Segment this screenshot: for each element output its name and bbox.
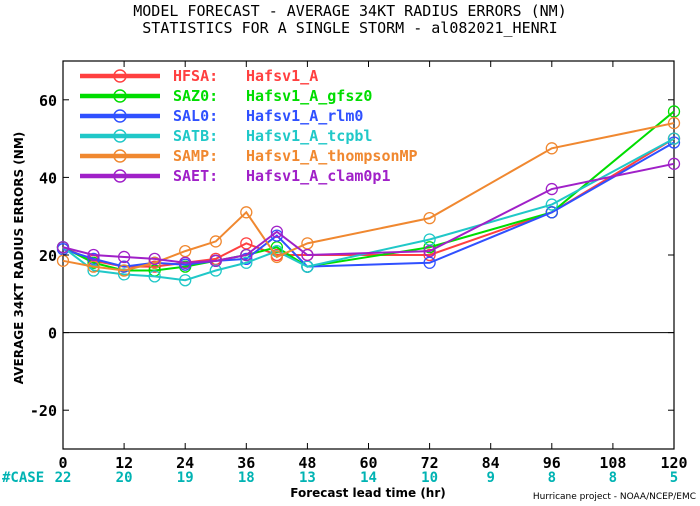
legend-series-desc: Hafsv1_A_thompsonMP <box>246 147 418 165</box>
case-count: 14 <box>360 470 377 486</box>
legend-series-desc: Hafsv1_A_tcpbl <box>246 127 372 145</box>
data-point <box>117 268 131 281</box>
chart-title-line1: MODEL FORECAST - AVERAGE 34KT RADIUS ERR… <box>133 2 567 20</box>
data-point <box>117 250 131 264</box>
data-point <box>117 260 131 273</box>
data-point <box>240 206 253 219</box>
x-tick-label: 0 <box>58 454 67 472</box>
data-point <box>56 241 70 254</box>
legend-marker <box>113 89 127 103</box>
x-tick-label: 96 <box>543 454 561 472</box>
x-axis-label: Forecast lead time (hr) <box>290 486 446 500</box>
legend-series-name: SAET: <box>173 167 218 185</box>
data-point <box>148 252 161 266</box>
data-point <box>87 264 100 277</box>
chart-title-line2: STATISTICS FOR A SINGLE STORM - al082021… <box>142 19 558 37</box>
y-tick-label: 60 <box>39 92 57 110</box>
y-tick-label: 40 <box>39 169 57 187</box>
case-count: 8 <box>548 470 556 486</box>
x-tick-label: 60 <box>359 454 377 472</box>
x-tick-label: 36 <box>237 454 255 472</box>
case-count: 5 <box>670 470 678 486</box>
case-count: 18 <box>238 470 255 486</box>
series-line <box>62 122 675 272</box>
x-tick-label: 48 <box>298 454 316 472</box>
legend-marker <box>113 169 127 183</box>
case-count: 20 <box>116 470 133 486</box>
data-point <box>423 211 436 225</box>
legend-marker <box>113 109 127 123</box>
data-point <box>148 256 161 269</box>
x-tick-label: 72 <box>421 454 439 472</box>
legend-series-name: HFSA: <box>173 67 218 85</box>
case-count: 9 <box>486 470 494 486</box>
legend-marker <box>113 129 127 143</box>
x-tick-label: 12 <box>115 454 133 472</box>
data-point <box>240 248 253 262</box>
data-point <box>545 198 558 211</box>
credit-text: Hurricane project - NOAA/NCEP/EMC <box>532 492 696 502</box>
data-point <box>545 182 558 196</box>
x-tick-label: 108 <box>599 454 626 472</box>
data-point <box>667 157 681 170</box>
data-point <box>423 244 436 258</box>
data-point <box>179 256 192 269</box>
y-axis-label: AVERAGE 34KT RADIUS ERRORS (NM) <box>12 132 26 384</box>
y-tick-label: 0 <box>48 325 57 343</box>
case-label: #CASE <box>2 470 44 486</box>
data-point <box>667 132 681 145</box>
legend-series-desc: Hafsv1_A_clam0p1 <box>246 167 391 185</box>
legend-marker <box>113 149 127 163</box>
data-point <box>667 116 681 130</box>
data-point <box>301 248 314 262</box>
data-point <box>545 142 558 155</box>
legend-series-desc: Hafsv1_A_rlm0 <box>246 107 363 125</box>
data-point <box>87 248 100 262</box>
y-tick-label: 20 <box>39 247 57 265</box>
x-tick-label: 84 <box>482 454 500 472</box>
data-point <box>545 206 558 219</box>
data-point <box>148 270 161 283</box>
case-count: 10 <box>421 470 438 486</box>
data-point <box>270 225 284 238</box>
data-point <box>209 254 222 267</box>
legend-series-desc: Hafsv1_A <box>246 67 318 85</box>
data-point <box>240 252 253 266</box>
data-point <box>117 264 131 277</box>
x-tick-label: 120 <box>660 454 687 472</box>
case-count: 19 <box>177 470 194 486</box>
data-point <box>209 264 222 277</box>
data-point <box>87 256 100 269</box>
data-point <box>209 235 222 248</box>
legend-series-name: SAL0: <box>173 107 218 125</box>
case-count: 22 <box>55 470 72 486</box>
legend-series-desc: Hafsv1_A_gfsz0 <box>246 87 372 105</box>
legend-series-name: SAMP: <box>173 147 218 165</box>
legend-marker <box>113 69 127 83</box>
data-point <box>423 248 436 262</box>
x-tick-label: 24 <box>176 454 194 472</box>
y-tick-label: -20 <box>30 402 57 420</box>
data-point <box>270 250 284 264</box>
data-point <box>148 260 161 273</box>
data-point <box>179 274 192 287</box>
legend-series-name: SATB: <box>173 127 218 145</box>
case-count: 8 <box>609 470 617 486</box>
data-point <box>240 256 253 269</box>
legend-series-name: SAZ0: <box>173 87 218 105</box>
case-count: 13 <box>299 470 316 486</box>
